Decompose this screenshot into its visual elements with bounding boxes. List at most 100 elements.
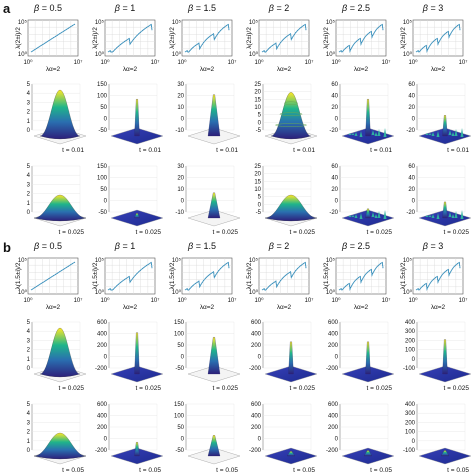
x-tick-label: 10⁰ — [331, 297, 341, 304]
surface-peak — [442, 339, 448, 375]
z-tick-label: 200 — [405, 338, 416, 344]
surface-plot: -20 0 20 40 60 t = 0.01 — [406, 82, 472, 154]
z-tick-label: 20 — [408, 105, 415, 111]
y-axis-label: λ(1.5±i)/2 — [400, 262, 407, 289]
y-tick-label: 10⁵ — [18, 19, 28, 26]
x-tick-label: 10⁰ — [331, 59, 341, 66]
surface-plot: -20 0 20 40 60 t = 0.025 — [406, 164, 472, 236]
x-axis-label: λα=2 — [277, 66, 292, 73]
z-tick-label: 20 — [177, 94, 184, 100]
y-tick-label: 10⁵ — [18, 257, 28, 264]
y-tick-label: 10⁰ — [326, 289, 336, 296]
time-label: t = 0.05 — [370, 467, 392, 474]
z-tick-label: 60 — [408, 164, 415, 170]
panel-label-b: b — [3, 240, 11, 255]
spectrum-line-ref — [184, 262, 230, 291]
surface-noise — [348, 133, 352, 135]
x-tick-label: 10⁷ — [459, 59, 468, 66]
y-tick-label: 10⁰ — [172, 51, 182, 58]
z-tick-label: 100 — [174, 414, 185, 420]
z-tick-label: -200 — [326, 448, 339, 454]
z-tick-label: 0 — [104, 355, 108, 361]
z-tick-label: 0 — [104, 437, 108, 443]
surface-noise — [371, 130, 375, 135]
spectrum-plot: β = 1.5 10⁰ 10⁷ 10⁰ 10⁵ λα=2 λ(2±i)/2 — [169, 3, 236, 73]
z-tick-label: 200 — [97, 343, 108, 349]
z-tick-label: -50 — [175, 448, 184, 454]
z-tick-label: 400 — [97, 414, 108, 420]
time-label: t = 0.025 — [213, 385, 239, 392]
spectrum-line — [30, 261, 76, 291]
x-tick-label: 10⁷ — [382, 297, 391, 304]
z-tick-label: 400 — [405, 402, 416, 408]
surface-noise — [359, 213, 363, 219]
spectrum-line-ref — [184, 24, 230, 53]
y-tick-label: 10⁰ — [249, 289, 259, 296]
surface-noise — [351, 215, 355, 217]
z-tick-label: -100 — [403, 448, 416, 454]
time-label: t = 0.01 — [293, 147, 315, 154]
z-tick-label: 20 — [331, 187, 338, 193]
time-label: t = 0.025 — [290, 385, 316, 392]
x-axis-label: λα=2 — [46, 66, 61, 73]
x-tick-label: 10⁰ — [408, 59, 418, 66]
surface-noise — [359, 131, 363, 137]
surface-peak — [134, 332, 140, 375]
z-tick-label: -20 — [406, 128, 415, 134]
time-label: t = 0.025 — [444, 385, 470, 392]
z-tick-label: 600 — [328, 402, 339, 408]
z-tick-label: 0 — [412, 117, 416, 123]
beta-title: β = 0.5 — [33, 3, 62, 13]
x-tick-label: 10⁷ — [228, 59, 237, 66]
z-tick-label: 100 — [97, 94, 108, 100]
z-tick-label: 2 — [27, 110, 31, 116]
surface-peak — [365, 99, 371, 137]
x-tick-label: 10⁰ — [23, 297, 33, 304]
x-tick-label: 10⁷ — [151, 59, 160, 66]
z-tick-label: 0 — [27, 128, 31, 134]
spectrum-plot: β = 0.5 10⁰ 10⁷ 10⁰ 10⁵ λα=2 λ(2±i)/2 — [15, 3, 82, 73]
z-tick-label: 0 — [335, 437, 339, 443]
z-tick-label: -10 — [175, 128, 184, 134]
y-tick-label: 10⁰ — [326, 51, 336, 58]
z-tick-label: 150 — [97, 82, 108, 88]
z-tick-label: 0 — [412, 439, 416, 445]
z-tick-label: 150 — [174, 402, 185, 408]
spectrum-line-ref — [261, 24, 307, 53]
z-tick-label: 25 — [254, 82, 261, 88]
z-tick-label: 0 — [412, 357, 416, 363]
z-tick-label: 0 — [258, 120, 262, 126]
surface-peak — [365, 208, 371, 219]
panel-label-a: a — [3, 1, 11, 16]
surface-noise — [428, 215, 432, 217]
time-label: t = 0.05 — [447, 467, 469, 474]
surface-peak — [134, 442, 140, 457]
z-tick-label: 10 — [254, 187, 261, 193]
time-label: t = 0.05 — [216, 467, 238, 474]
y-axis-label: λ(2±i)/2 — [15, 27, 22, 49]
z-tick-label: 600 — [328, 320, 339, 326]
beta-title: β = 3 — [422, 3, 443, 13]
spectrum-line — [30, 23, 76, 53]
surface-plot: -200 0 200 400 600 t = 0.05 — [326, 402, 395, 474]
y-tick-label: 10⁵ — [326, 19, 336, 26]
surface-plot: -50 0 50 100 150 t = 0.01 — [97, 82, 164, 154]
surface-noise — [354, 132, 358, 136]
z-tick-label: 40 — [408, 94, 415, 100]
x-tick-label: 10⁰ — [254, 297, 264, 304]
surface-peak — [207, 192, 221, 219]
spectrum-plot: β = 3 10⁰ 10⁷ 10⁰ 10⁵ λα=2 λ(2±i)/2 — [400, 3, 467, 73]
x-axis-label: λα=2 — [277, 304, 292, 311]
y-tick-label: 10⁰ — [403, 289, 413, 296]
z-tick-label: -200 — [95, 366, 108, 372]
z-tick-label: 200 — [251, 425, 262, 431]
beta-title: β = 3 — [422, 241, 443, 251]
spectrum-plot: β = 3 10⁰ 10⁷ 10⁰ 10⁵ λα=2 λ(1.5±i)/2 — [400, 241, 467, 311]
y-axis-label: λ(1.5±i)/2 — [323, 262, 330, 289]
surface-noise — [374, 214, 378, 218]
x-axis-label: λα=2 — [354, 66, 369, 73]
x-tick-label: 10⁷ — [305, 297, 314, 304]
time-label: t = 0.05 — [139, 467, 161, 474]
